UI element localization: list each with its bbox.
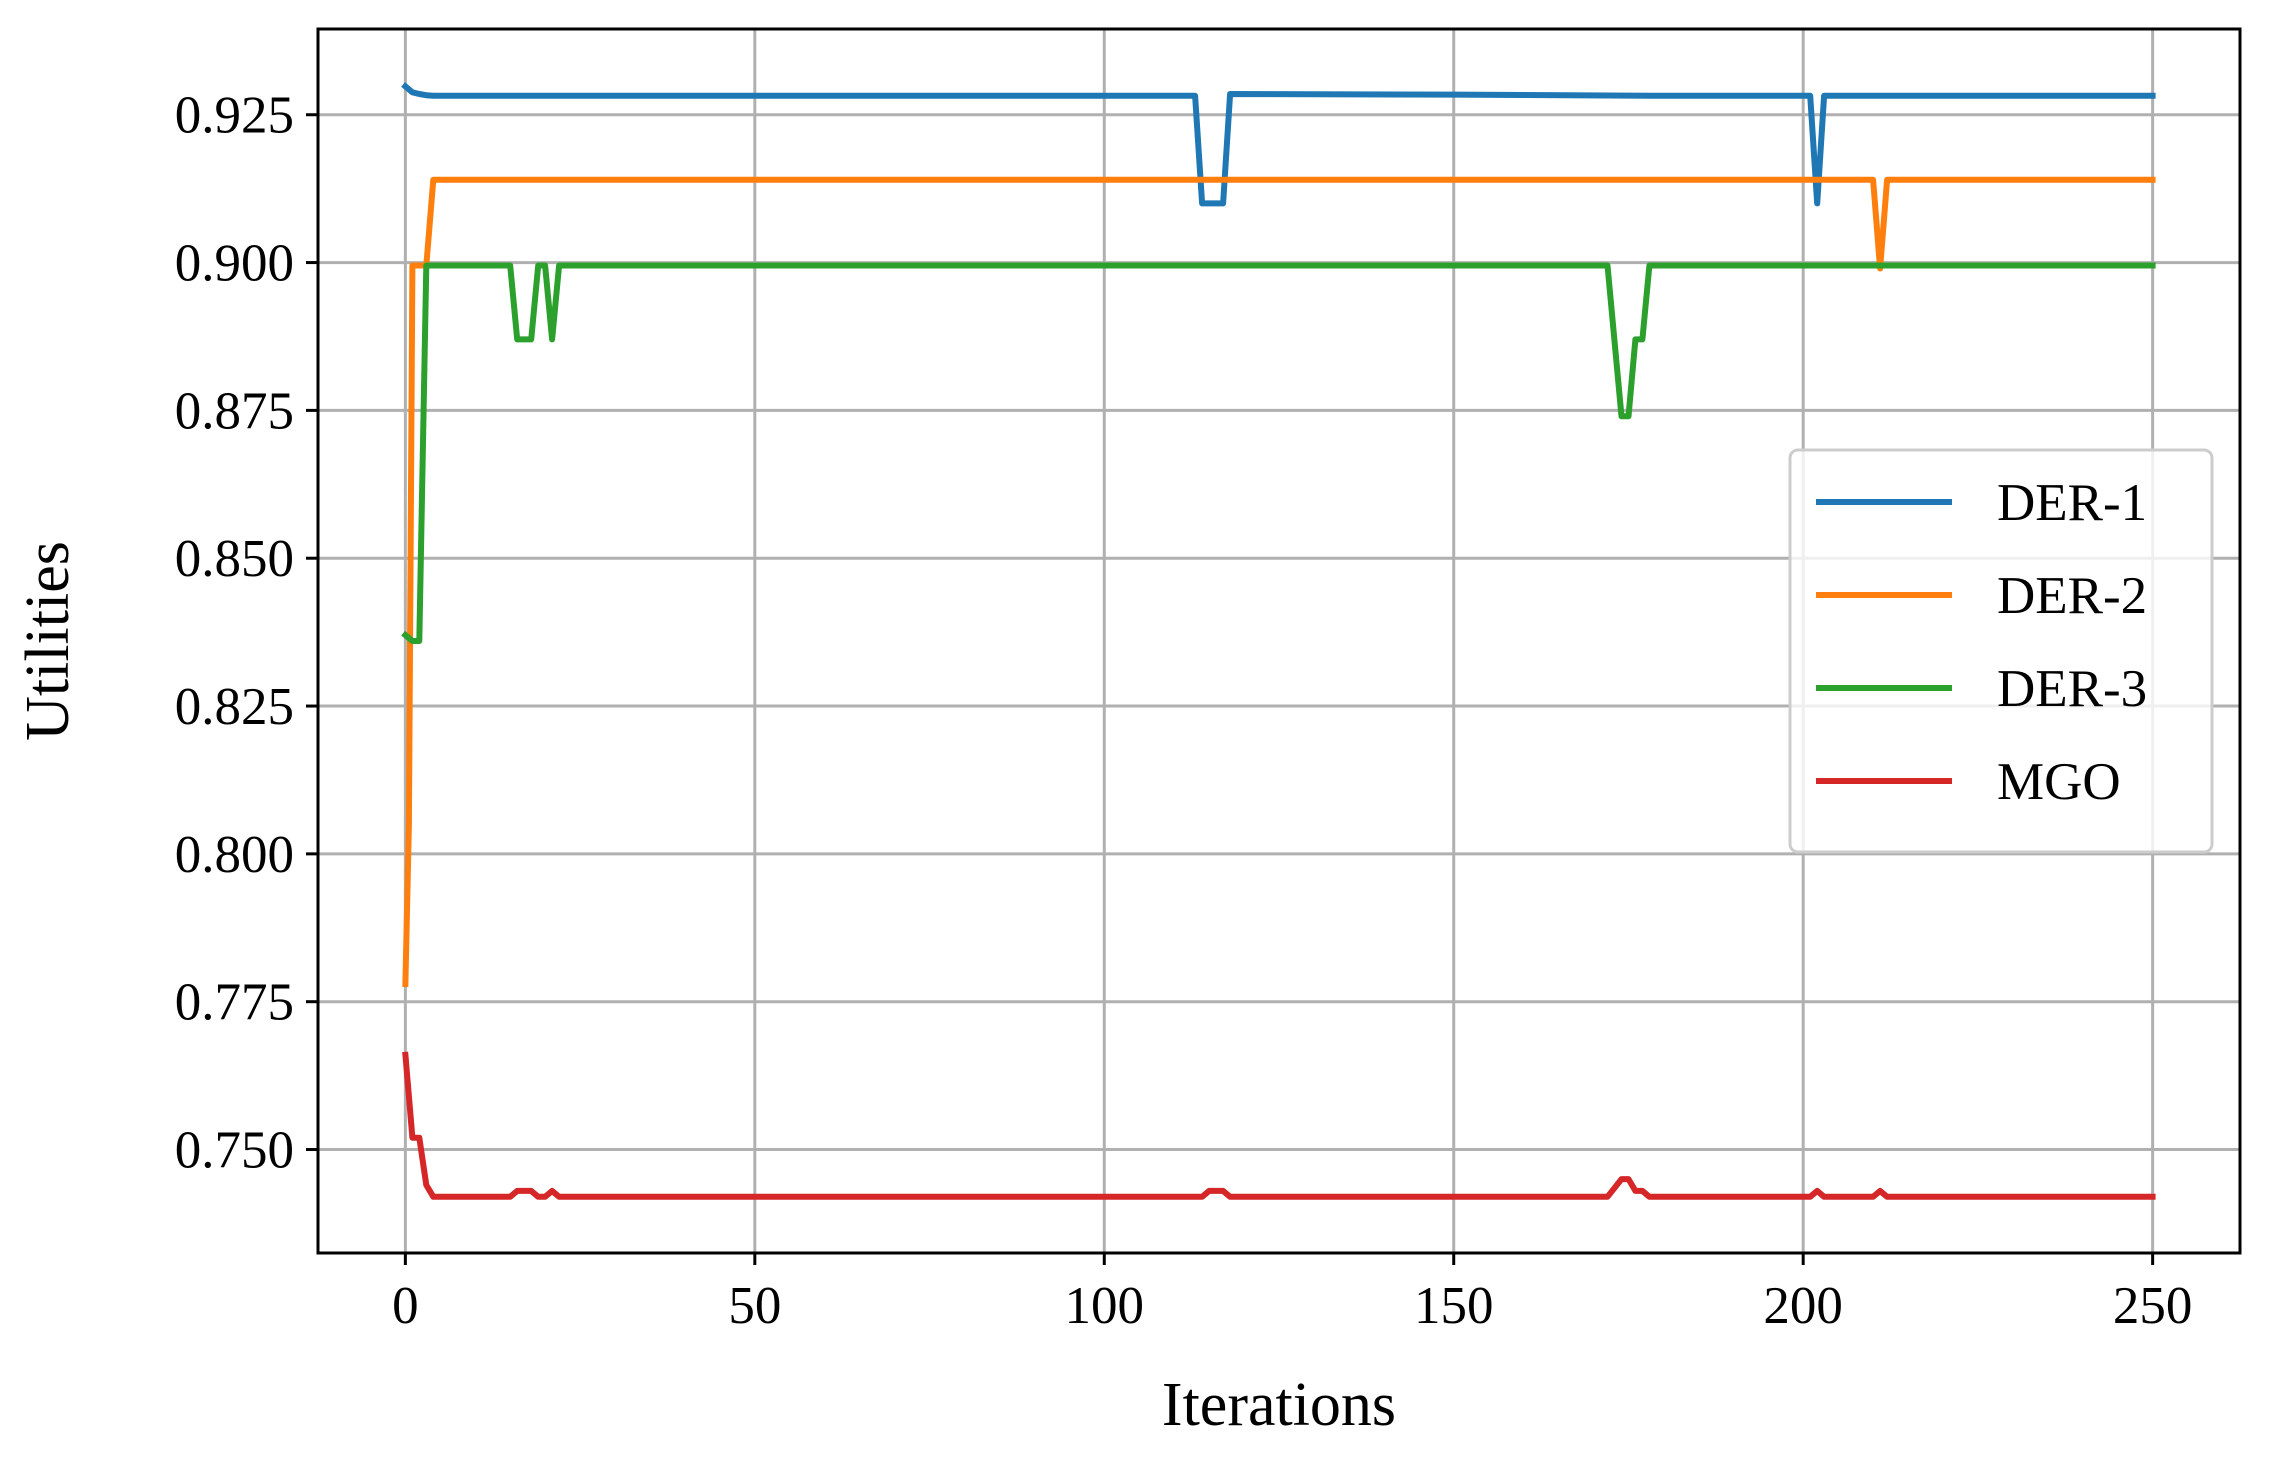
y-tick-label: 0.850 xyxy=(175,530,294,588)
legend-label: DER-2 xyxy=(1997,567,2147,625)
x-tick-label: 200 xyxy=(1763,1277,1843,1335)
y-tick-label: 0.900 xyxy=(175,235,294,293)
series-line-der-1 xyxy=(401,82,2156,207)
legend-label: DER-1 xyxy=(1997,474,2147,532)
x-tick-label: 100 xyxy=(1065,1277,1145,1335)
x-tick-label: 50 xyxy=(728,1277,781,1335)
y-tick-label: 0.825 xyxy=(175,678,294,736)
axis-ticks: 0 50 100 150 200 250 0.750 0.775 0.800 0.825 0.850… xyxy=(175,87,2193,1335)
y-tick-label: 0.775 xyxy=(175,974,294,1032)
x-tick-label: 0 xyxy=(392,1277,419,1335)
x-tick-label: 250 xyxy=(2113,1277,2193,1335)
plot-frame xyxy=(316,27,2242,1255)
x-axis-title: Iterations xyxy=(1162,1371,1396,1439)
y-tick-label: 0.925 xyxy=(175,87,294,145)
y-axis-title: Utilities xyxy=(14,541,82,741)
series-line-der-3 xyxy=(401,262,2156,644)
series-line-mgo xyxy=(402,1051,2156,1200)
series-lines xyxy=(401,82,2156,1200)
legend-label: MGO xyxy=(1997,753,2121,811)
y-tick-label: 0.750 xyxy=(175,1122,294,1180)
y-tick-label: 0.875 xyxy=(175,382,294,440)
y-tick-label: 0.800 xyxy=(175,826,294,884)
x-tick-label: 150 xyxy=(1414,1277,1494,1335)
legend-label: DER-3 xyxy=(1997,660,2147,718)
legend-box xyxy=(1788,448,2214,854)
legend: DER-1 DER-2 DER-3 MGO xyxy=(1788,448,2214,854)
